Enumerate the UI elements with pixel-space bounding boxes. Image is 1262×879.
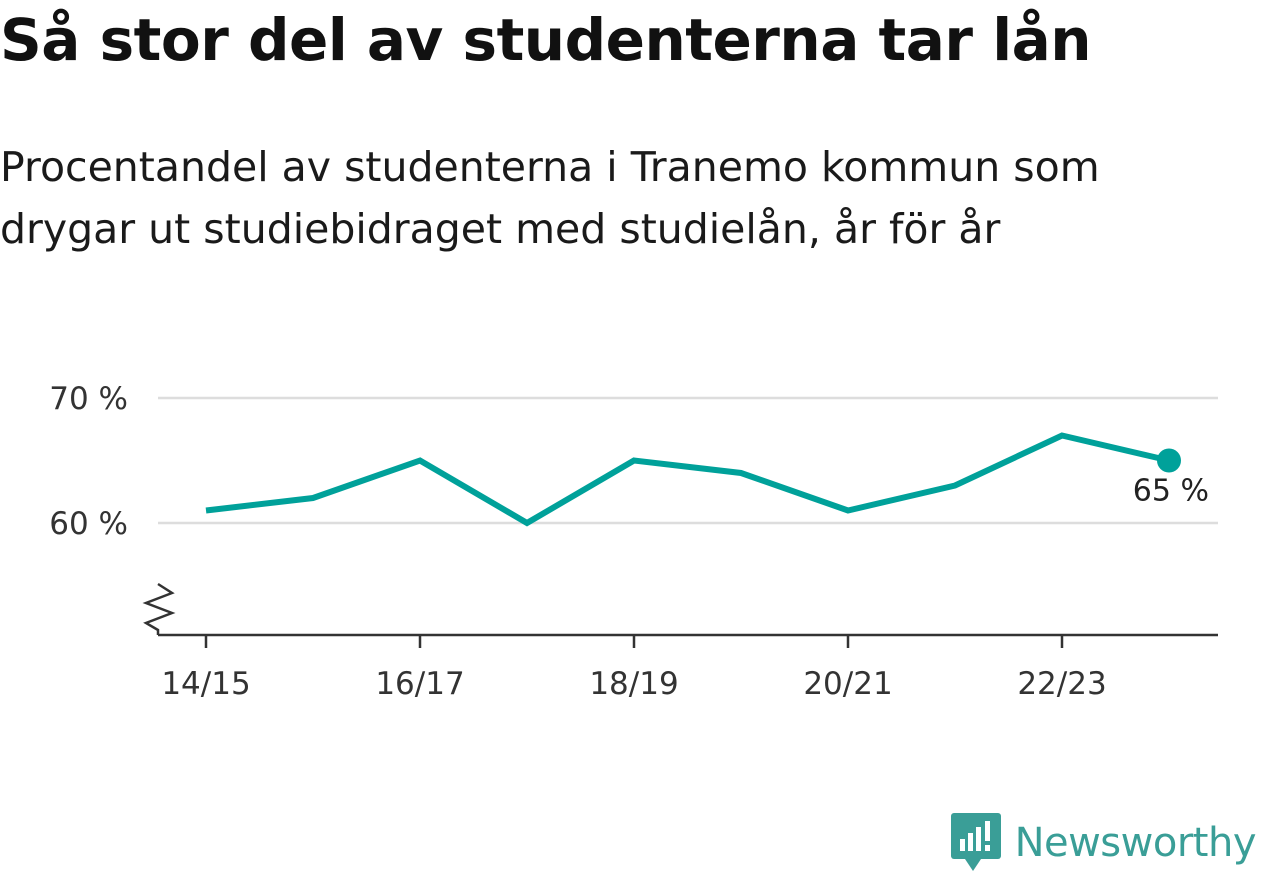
x-tick-marks — [204, 635, 1064, 648]
x-tick-labels: 14/15 16/17 18/19 20/21 22/23 — [161, 666, 1106, 702]
brand-name: Newsworthy — [1014, 820, 1257, 866]
x-tick-label: 20/21 — [803, 666, 892, 702]
series-points — [1157, 448, 1181, 473]
x-tick-label: 16/17 — [375, 666, 464, 702]
axis-break-icon — [142, 582, 176, 635]
chart-title: Så stor del av studenterna tar lån — [0, 6, 1092, 74]
y-tick-label: 60 % — [49, 506, 128, 542]
x-tick-label: 22/23 — [1017, 666, 1106, 702]
series-line — [205, 432, 1170, 527]
y-tick-labels: 60 % 70 % — [49, 381, 128, 542]
x-tick-label: 18/19 — [589, 666, 678, 702]
last-point-marker — [1157, 448, 1181, 473]
chart-subtitle: Procentandel av studenterna i Tranemo ko… — [0, 143, 1100, 253]
gridlines — [158, 396, 1218, 525]
x-axis — [142, 582, 1218, 637]
x-tick-label: 14/15 — [161, 666, 250, 702]
last-value-label: 65 % — [1133, 474, 1209, 509]
y-tick-label: 70 % — [49, 381, 128, 417]
brand-logo: Newsworthy — [950, 813, 1257, 873]
newsworthy-logo-icon — [950, 813, 1001, 871]
